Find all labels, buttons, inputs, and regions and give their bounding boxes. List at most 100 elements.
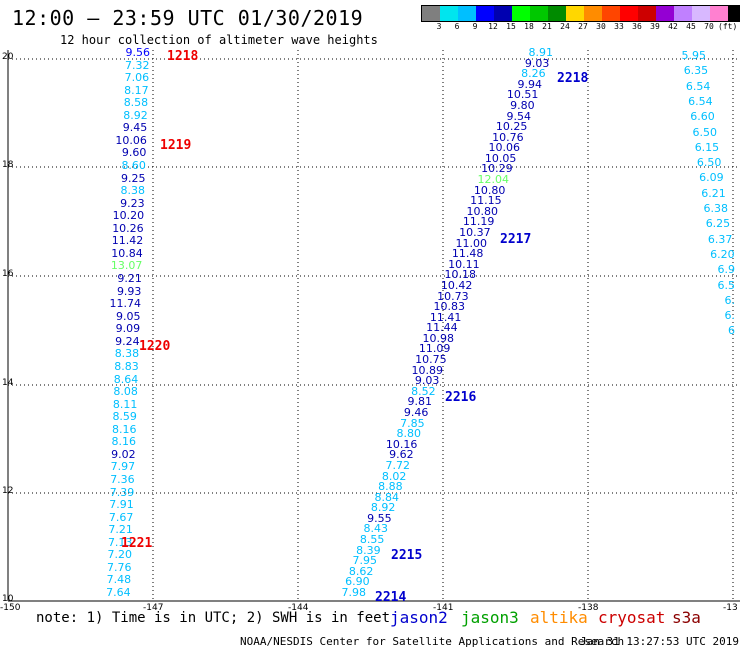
swh-value: 6.20 [710,247,735,261]
swh-value: 13.07 [110,259,143,273]
swh-value: 10.37 [459,226,491,239]
swh-value: 7.91 [109,498,134,512]
longitude-tick-label: -13 [723,603,738,613]
latitude-tick-label: 20 [2,52,14,62]
swh-value: 10.80 [466,204,499,218]
credit-text: NOAA/NESDIS Center for Satellite Applica… [240,635,625,648]
swh-value: 9.02 [111,447,136,461]
legend-swatch [548,6,566,21]
swh-value: 10.75 [415,353,447,367]
pass-time-label: 2216 [445,390,477,405]
swh-value: 10.84 [111,246,143,260]
swh-value: 6.21 [701,186,726,200]
latitude-tick-label: 12 [2,486,14,496]
swh-value: 9.93 [116,284,142,298]
swh-value: 6.25 [705,217,731,231]
swh-value: 8.92 [370,501,396,515]
swh-value: 8.60 [121,159,146,173]
pass-time-label: 1218 [167,49,199,64]
swh-value: 8.16 [112,422,137,436]
pass-time-label: 2214 [375,590,407,605]
swh-value: 9.05 [116,309,141,323]
swh-value: 6 [728,324,735,338]
swh-value: 6.54 [685,79,711,93]
swh-value: 9.56 [125,46,151,59]
legend-swatch [638,6,656,21]
swh-value: 6.09 [699,171,724,185]
swh-value: 7.97 [110,460,136,474]
swh-value: 6.90 [345,575,370,589]
swh-value: 6.50 [692,125,718,139]
swh-value: 7.21 [108,523,133,537]
swh-value: 7.06 [124,71,150,85]
swh-value: 9.54 [506,109,532,123]
swh-value: 9.62 [389,448,414,462]
swh-value: 10.51 [506,88,539,102]
swh-value: 6.60 [690,110,715,124]
swh-value: 9.25 [121,171,146,185]
legend-swatch [620,6,638,21]
swh-value: 10.06 [115,133,147,147]
swh-value: 10.98 [422,331,455,345]
longitude-tick-label: -150 [0,603,21,613]
swh-value: 7.98 [341,586,367,599]
swh-value: 8.52 [411,384,436,398]
legend-label: 70 [704,22,714,31]
legend-swatch [728,6,740,21]
swh-value: 9.94 [517,77,543,91]
swh-value: 6. [724,309,736,323]
legend-swatch [566,6,584,21]
swh-value: 7.85 [400,416,425,430]
swh-value: 10.73 [437,289,469,303]
swh-value: 8.38 [120,184,146,198]
legend-swatch [494,6,512,21]
swh-value: 8.58 [123,96,149,110]
swh-value: 10.83 [433,300,466,314]
swh-value: 11.41 [429,310,462,324]
swh-value: 8.43 [363,522,389,536]
swh-value: 7.95 [352,554,378,568]
pass-time-label: 2218 [557,71,589,86]
swh-value: 11.42 [111,234,144,248]
swh-value: 10.16 [385,437,418,451]
swh-value: 6.5 [717,278,736,292]
swh-value: 6.9 [717,263,736,277]
swh-value: 9.09 [115,322,141,336]
swh-value: 10.25 [495,120,528,134]
swh-value: 9.23 [120,196,145,210]
swh-value: 8.88 [378,480,403,494]
swh-value: 10.06 [488,141,521,155]
color-scale-legend [421,5,740,22]
swh-value: 10.11 [448,257,480,271]
swh-value: 8.59 [112,410,137,424]
legend-swatch [440,6,458,21]
satellite-legend-item: altika [530,608,588,627]
legend-label: 18 [524,22,534,31]
legend-swatch [512,6,530,21]
swh-value: 6.35 [683,64,709,78]
legend-label: 42 [668,22,678,31]
swh-value: 8.84 [374,490,400,504]
swh-value: 8.55 [359,533,385,547]
swh-value: 9.55 [367,511,392,525]
swh-value: 6.37 [707,232,733,246]
swh-value: 9.24 [115,334,140,348]
swh-value: 8.38 [114,347,140,361]
swh-value: 9.03 [414,374,440,388]
swh-value: 5.95 [681,49,707,62]
swh-value: 7.64 [106,586,131,599]
legend-label: 24 [560,22,570,31]
swh-value: 10.29 [481,162,513,176]
swh-value: 6.15 [694,140,720,154]
swh-value: 7.72 [385,458,411,472]
legend-label: 21 [542,22,552,31]
swh-value: 9.46 [403,406,429,419]
swh-value: 10.80 [473,183,506,197]
swh-value: 7.32 [125,58,150,72]
legend-swatch [422,6,440,21]
satellite-legend-item: cryosat [598,608,666,627]
swh-value: 10.42 [440,278,473,292]
legend-swatch [602,6,620,21]
swh-value: 9.81 [407,395,433,409]
swh-value: 8.83 [114,359,139,373]
